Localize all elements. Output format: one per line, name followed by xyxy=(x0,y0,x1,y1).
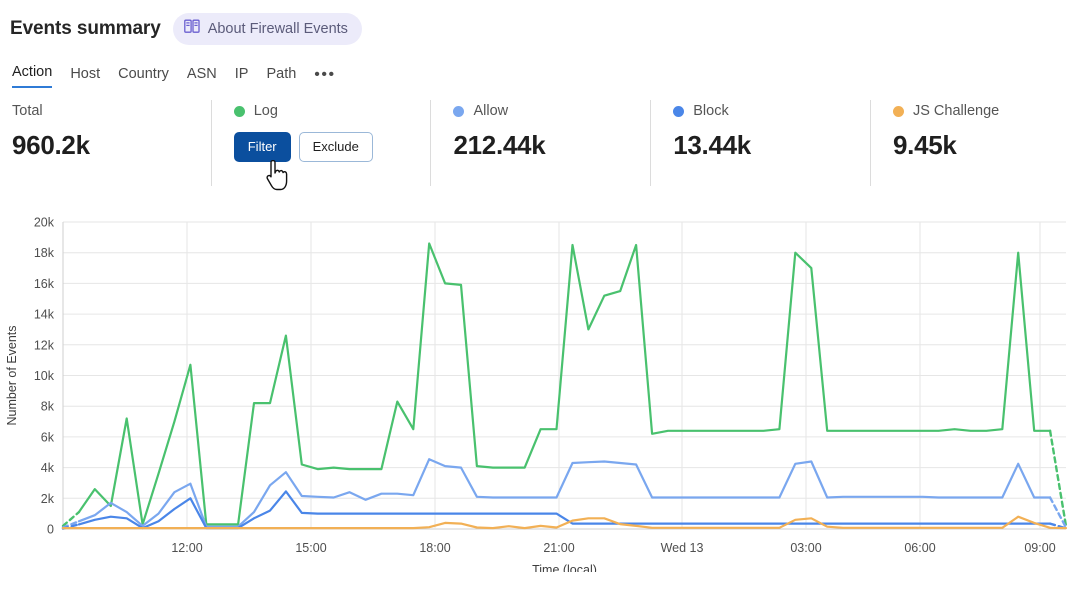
metric-log-head: Log xyxy=(233,100,431,122)
metric-allow: Allow 212.44k xyxy=(430,100,650,186)
x-axis-tick-label: 03:00 xyxy=(790,541,821,555)
filter-button[interactable]: Filter xyxy=(233,132,291,162)
metrics-row: Total 960.2k Log Filter Exclude Allow 21… xyxy=(0,100,1068,186)
tab-path[interactable]: Path xyxy=(266,66,297,82)
metric-total-label: Total xyxy=(12,103,43,119)
series-line-dashed-log xyxy=(61,510,81,528)
page-header: Events summary About Firewall Events xyxy=(0,0,1068,46)
series-line-block xyxy=(77,490,1052,530)
metric-block-label: Block xyxy=(693,103,729,119)
metric-js-challenge: JS Challenge 9.45k xyxy=(869,100,1068,186)
tab-country[interactable]: Country xyxy=(118,66,169,82)
y-axis-tick-label: 10k xyxy=(34,369,55,383)
x-axis-tick-label: 18:00 xyxy=(419,541,450,555)
tabs-overflow-icon[interactable]: ••• xyxy=(314,66,336,83)
tab-ip[interactable]: IP xyxy=(234,66,249,82)
metric-total: Total 960.2k xyxy=(12,100,211,186)
series-line-log xyxy=(77,242,1052,526)
tab-asn[interactable]: ASN xyxy=(186,66,217,82)
chart-svg: 0 2k 4k 6k 8k 10k 12k 14k 16k 18k 20k 12:00 15:00 18:… xyxy=(5,216,1068,572)
metric-block-head: Block xyxy=(673,100,870,122)
y-axis-tick-label: 4k xyxy=(41,461,55,475)
metric-log: Log Filter Exclude xyxy=(210,100,431,186)
tab-host[interactable]: Host xyxy=(70,66,101,82)
y-axis-tick-label: 20k xyxy=(34,216,55,230)
y-axis-tick-label: 14k xyxy=(34,308,55,322)
series-line-dashed-allow xyxy=(1048,496,1068,529)
series-line-dashed-allow xyxy=(61,520,81,529)
metric-total-head: Total xyxy=(12,100,211,122)
y-axis-title: Number of Events xyxy=(5,325,19,425)
series-line-dashed-log xyxy=(1048,429,1068,528)
y-axis-tick-label: 0 xyxy=(47,523,54,537)
about-pill-label: About Firewall Events xyxy=(207,21,348,37)
page-title: Events summary xyxy=(10,18,161,39)
metric-log-label: Log xyxy=(253,103,278,119)
x-axis-tick-label: Wed 13 xyxy=(661,541,704,555)
metric-js-challenge-value: 9.45k xyxy=(892,130,957,160)
metric-total-value: 960.2k xyxy=(12,130,90,160)
series-line-js-challenge xyxy=(61,515,1068,530)
events-timeseries-chart: 0 2k 4k 6k 8k 10k 12k 14k 16k 18k 20k 12:00 15:00 18:… xyxy=(0,212,1068,572)
y-axis-tick-label: 16k xyxy=(34,277,55,291)
metric-allow-value: 212.44k xyxy=(453,130,546,160)
js-challenge-color-dot xyxy=(892,105,904,117)
allow-color-dot xyxy=(453,105,465,117)
metric-block-value: 13.44k xyxy=(673,130,751,160)
metric-block: Block 13.44k xyxy=(650,100,870,186)
log-action-buttons: Filter Exclude xyxy=(233,132,431,162)
metric-js-challenge-label: JS Challenge xyxy=(912,103,1000,119)
x-axis-tick-label: 21:00 xyxy=(543,541,574,555)
y-axis-tick-label: 2k xyxy=(41,492,55,506)
metric-allow-head: Allow xyxy=(453,100,650,122)
metric-allow-label: Allow xyxy=(473,103,509,119)
y-axis-tick-label: 12k xyxy=(34,338,55,352)
block-color-dot xyxy=(673,105,685,117)
y-axis-tick-label: 8k xyxy=(41,400,55,414)
x-axis-tick-label: 15:00 xyxy=(295,541,326,555)
book-icon xyxy=(183,19,200,39)
x-axis-title: Time (local) xyxy=(532,563,597,572)
exclude-button[interactable]: Exclude xyxy=(298,132,373,162)
y-axis-tick-label: 6k xyxy=(41,430,55,444)
dimension-tabs: Action Host Country ASN IP Path ••• xyxy=(0,46,1068,88)
x-axis-tick-label: 09:00 xyxy=(1024,541,1055,555)
series-line-allow xyxy=(77,458,1052,528)
about-firewall-events-pill[interactable]: About Firewall Events xyxy=(172,13,362,45)
log-color-dot xyxy=(233,105,245,117)
metric-js-challenge-head: JS Challenge xyxy=(892,100,1068,122)
x-axis-tick-label: 12:00 xyxy=(171,541,202,555)
tab-action[interactable]: Action xyxy=(12,64,53,88)
x-axis-tick-label: 06:00 xyxy=(904,541,935,555)
y-axis-tick-label: 18k xyxy=(34,246,55,260)
